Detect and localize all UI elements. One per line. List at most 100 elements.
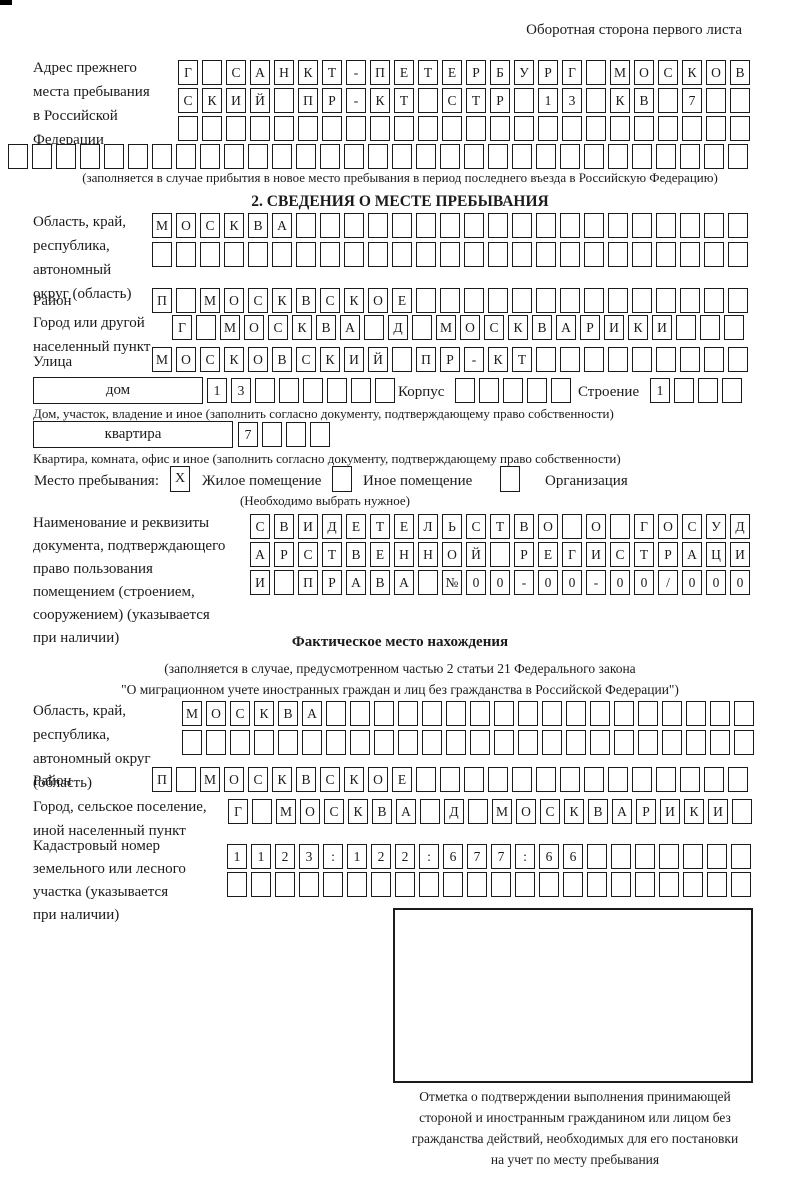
char-cell[interactable]: К [684,799,704,824]
char-cell[interactable] [514,116,534,141]
char-cell[interactable]: М [200,288,220,313]
char-cell[interactable]: 6 [539,844,559,869]
char-cell[interactable]: О [176,347,196,372]
char-cell[interactable] [467,872,487,897]
char-cell[interactable]: В [316,315,336,340]
char-cell[interactable]: 1 [227,844,247,869]
char-cell[interactable]: 7 [682,88,702,113]
char-cell[interactable] [680,347,700,372]
char-cell[interactable]: 2 [275,844,295,869]
char-cell[interactable]: И [708,799,728,824]
char-cell[interactable] [728,288,748,313]
char-cell[interactable] [182,730,202,755]
char-cell[interactable] [680,242,700,267]
char-cell[interactable]: И [652,315,672,340]
char-cell[interactable] [196,315,216,340]
char-cell[interactable]: Р [490,88,510,113]
char-cell[interactable] [252,799,272,824]
char-cell[interactable] [202,116,222,141]
char-cell[interactable]: 1 [251,844,271,869]
char-cell[interactable] [586,116,606,141]
char-cell[interactable]: К [344,767,364,792]
char-cell[interactable] [446,701,466,726]
char-cell[interactable]: А [250,542,270,567]
char-cell[interactable] [704,242,724,267]
char-cell[interactable] [706,88,726,113]
char-cell[interactable] [542,701,562,726]
char-cell[interactable]: К [320,347,340,372]
char-cell[interactable] [464,144,484,169]
char-cell[interactable] [394,116,414,141]
char-cell[interactable] [370,116,390,141]
char-cell[interactable]: С [298,542,318,567]
char-cell[interactable]: О [706,60,726,85]
f-oblast-row-2[interactable] [182,730,754,755]
char-cell[interactable] [658,88,678,113]
char-cell[interactable] [732,799,752,824]
char-cell[interactable] [518,730,538,755]
char-cell[interactable]: А [396,799,416,824]
char-cell[interactable] [683,872,703,897]
char-cell[interactable] [344,242,364,267]
char-cell[interactable] [632,347,652,372]
char-cell[interactable]: Т [394,88,414,113]
char-cell[interactable]: К [202,88,222,113]
char-cell[interactable] [584,144,604,169]
char-cell[interactable] [80,144,100,169]
char-cell[interactable] [494,730,514,755]
char-cell[interactable]: 0 [610,570,630,595]
char-cell[interactable]: 0 [538,570,558,595]
char-cell[interactable]: Т [322,542,342,567]
char-cell[interactable]: С [200,347,220,372]
char-cell[interactable]: С [178,88,198,113]
char-cell[interactable]: 3 [299,844,319,869]
char-cell[interactable] [728,767,748,792]
char-cell[interactable] [632,144,652,169]
char-cell[interactable] [494,701,514,726]
char-cell[interactable] [398,701,418,726]
char-cell[interactable]: К [488,347,508,372]
char-cell[interactable] [176,242,196,267]
char-cell[interactable]: У [706,514,726,539]
char-cell[interactable]: К [348,799,368,824]
char-cell[interactable]: К [508,315,528,340]
char-cell[interactable]: 0 [490,570,510,595]
char-cell[interactable]: П [298,88,318,113]
char-cell[interactable] [296,144,316,169]
char-cell[interactable]: Ь [442,514,462,539]
char-cell[interactable] [704,288,724,313]
char-cell[interactable] [610,116,630,141]
char-cell[interactable]: Т [370,514,390,539]
char-cell[interactable] [298,116,318,141]
char-cell[interactable] [350,730,370,755]
char-cell[interactable]: Т [322,60,342,85]
prev-address-row-4[interactable] [8,144,748,169]
char-cell[interactable] [536,767,556,792]
char-cell[interactable] [322,116,342,141]
char-cell[interactable] [538,116,558,141]
checkbox-organizatsiya[interactable] [500,466,520,492]
char-cell[interactable] [272,242,292,267]
char-cell[interactable]: С [320,767,340,792]
char-cell[interactable]: П [298,570,318,595]
char-cell[interactable] [176,144,196,169]
char-cell[interactable]: М [436,315,456,340]
char-cell[interactable] [704,213,724,238]
char-cell[interactable] [368,213,388,238]
char-cell[interactable]: П [152,767,172,792]
char-cell[interactable] [371,872,391,897]
char-cell[interactable] [398,730,418,755]
char-cell[interactable]: В [272,347,292,372]
char-cell[interactable]: Р [636,799,656,824]
char-cell[interactable]: И [604,315,624,340]
char-cell[interactable]: В [730,60,750,85]
char-cell[interactable] [608,213,628,238]
char-cell[interactable] [468,799,488,824]
char-cell[interactable] [632,767,652,792]
char-cell[interactable] [327,378,347,403]
doc-row-3[interactable]: И П Р А В А № 0 0-0 0-0 0/0 0 0 [250,570,750,595]
char-cell[interactable] [611,844,631,869]
